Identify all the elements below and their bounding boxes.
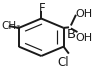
Text: Cl: Cl — [57, 56, 69, 69]
Text: CH₃: CH₃ — [2, 20, 21, 30]
Text: F: F — [38, 2, 45, 15]
Text: OH: OH — [76, 33, 93, 43]
Text: OH: OH — [76, 9, 93, 19]
Text: B: B — [67, 28, 76, 41]
